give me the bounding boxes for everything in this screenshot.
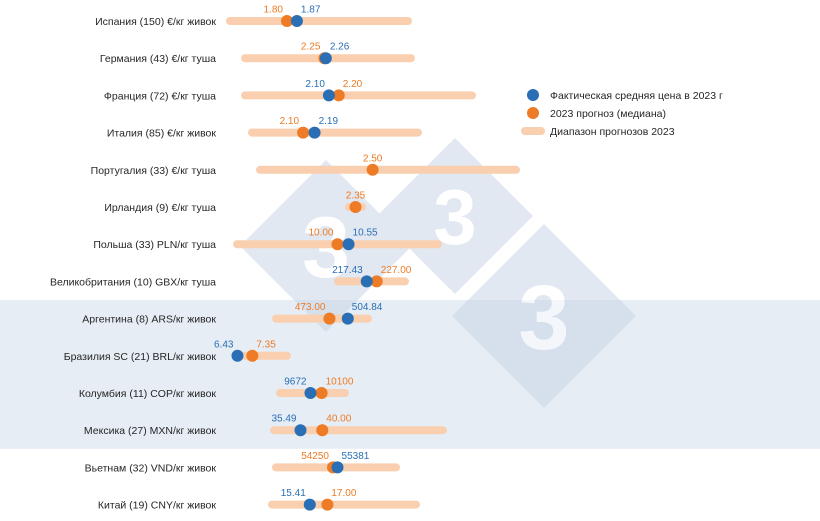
forecast-median-dot: [280, 15, 293, 27]
row-label: Великобритания (10) GBX/кг туша: [50, 276, 216, 288]
row-label: Германия (43) €/кг туша: [100, 53, 216, 65]
actual-value-label: 6.43: [214, 339, 234, 350]
forecast-value-label: 2.25: [301, 42, 321, 53]
legend-label: 2023 прогноз (медиана): [550, 108, 666, 120]
actual-price-dot: [308, 126, 321, 139]
actual-value-label: 35.49: [271, 414, 296, 425]
watermark-diamond: [452, 224, 636, 408]
actual-value-label: 2.26: [330, 42, 350, 53]
forecast-median-dot: [332, 89, 345, 102]
forecast-value-label: 227.00: [381, 265, 412, 276]
actual-value-label: 1.87: [301, 5, 321, 16]
legend: Фактическая средняя цена в 2023 г 2023 пр…: [521, 89, 723, 138]
forecast-median-dot: [366, 163, 379, 176]
actual-price-dot: [331, 461, 344, 474]
actual-value-label: 217.43: [332, 265, 363, 276]
actual-value-label: 15.41: [281, 488, 306, 499]
row-label: Мексика (27) MXN/кг живок: [84, 425, 216, 437]
row-label: Польша (33) PLN/кг туша: [93, 239, 216, 251]
actual-value-label: 55381: [342, 451, 370, 462]
legend-label: Фактическая средняя цена в 2023 г: [550, 90, 723, 102]
forecast-median-dot: [315, 387, 328, 399]
actual-value-label: 9672: [284, 377, 307, 388]
actual-price-dot: [303, 498, 316, 511]
watermark-digit: 3: [518, 267, 569, 369]
forecast-value-label: 54250: [301, 451, 329, 462]
actual-price-dot: [304, 387, 317, 399]
actual-price-dot: [319, 52, 332, 65]
forecast-median-dot: [331, 238, 344, 251]
watermark-diamond: [377, 138, 533, 294]
row-label: Ирландия (9) €/кг туша: [104, 202, 216, 214]
legend-label: Диапазон прогнозов 2023: [550, 126, 675, 138]
forecast-value-label: 10100: [326, 377, 354, 388]
forecast-median-dot: [370, 275, 383, 288]
actual-price-dot: [290, 15, 303, 27]
forecast-value-label: 2.20: [343, 79, 363, 90]
forecast-median-dot: [297, 126, 310, 139]
row-label: Португалия (33) €/кг туша: [91, 165, 216, 177]
actual-price-dot: [322, 89, 335, 102]
forecast-median-dot: [321, 498, 334, 511]
forecast-value-label: 10.00: [308, 228, 333, 239]
forecast-value-label: 2.35: [346, 191, 366, 202]
shaded-band: [0, 300, 820, 449]
forecast-value-label: 40.00: [326, 414, 351, 425]
forecast-value-label: 17.00: [331, 488, 356, 499]
row-label: Китай (19) CNY/кг живок: [98, 500, 217, 512]
forecast-value-label: 473.00: [295, 302, 326, 313]
row-label: Аргентина (8) ARS/кг живок: [82, 314, 216, 326]
forecast-value-label: 2.10: [280, 116, 300, 127]
forecast-median-dot: [323, 312, 336, 325]
actual-price-dot: [294, 424, 307, 437]
actual-price-dot: [341, 312, 354, 325]
actual-value-label: 504.84: [352, 302, 383, 313]
legend-swatch-forecast: [527, 107, 539, 119]
actual-price-dot: [342, 238, 355, 251]
forecast-value-label: 1.80: [263, 5, 283, 16]
actual-price-dot: [360, 275, 373, 288]
forecast-value-label: 2.50: [363, 153, 383, 164]
row-label: Франция (72) €/кг туша: [104, 90, 216, 102]
forecast-median-dot: [316, 424, 329, 437]
forecast-value-label: 7.35: [256, 339, 276, 350]
watermark-digit: 3: [433, 173, 476, 261]
row-label: Италия (85) €/кг живок: [107, 128, 217, 140]
row-label: Испания (150) €/кг живок: [95, 16, 216, 28]
row-label: Колумбия (11) COP/кг живок: [79, 388, 217, 400]
forecast-median-dot: [349, 201, 362, 213]
row-label: Бразилия SC (21) BRL/кг живок: [64, 351, 217, 363]
actual-value-label: 10.55: [353, 228, 378, 239]
actual-price-dot: [231, 349, 244, 362]
actual-value-label: 2.19: [319, 116, 339, 127]
legend-swatch-actual: [527, 89, 539, 101]
forecast-median-dot: [246, 349, 259, 362]
row-label: Вьетнам (32) VND/кг живок: [85, 462, 217, 474]
actual-value-label: 2.10: [305, 79, 325, 90]
